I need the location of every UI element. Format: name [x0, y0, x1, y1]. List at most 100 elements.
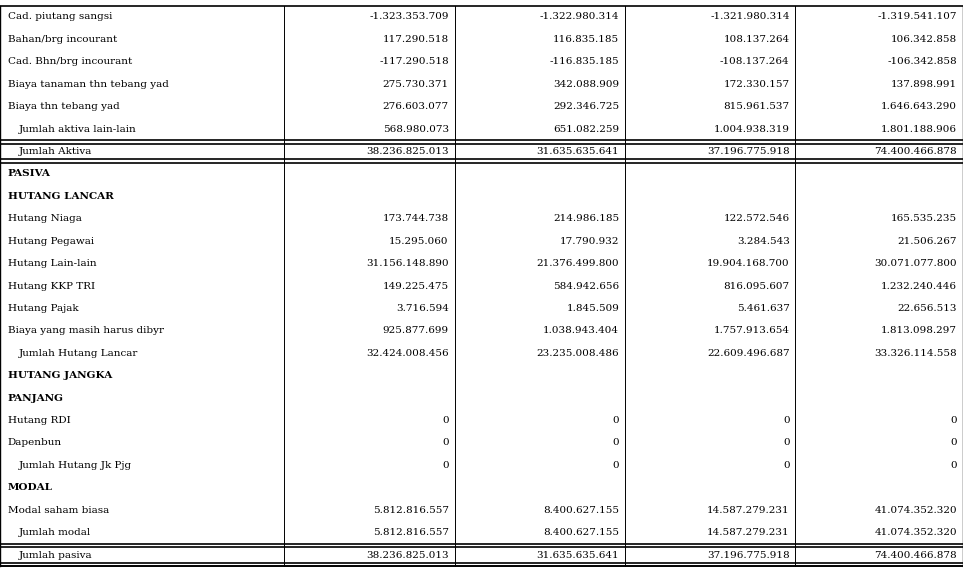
Text: Hutang RDI: Hutang RDI [8, 416, 70, 425]
Text: 275.730.371: 275.730.371 [382, 80, 449, 89]
Text: PANJANG: PANJANG [8, 394, 64, 403]
Text: 31.635.635.641: 31.635.635.641 [536, 551, 619, 559]
Text: 0: 0 [442, 461, 449, 470]
Text: 568.980.073: 568.980.073 [382, 125, 449, 133]
Text: 8.400.627.155: 8.400.627.155 [543, 506, 619, 515]
Text: 0: 0 [950, 461, 957, 470]
Text: 74.400.466.878: 74.400.466.878 [874, 147, 957, 156]
Text: 38.236.825.013: 38.236.825.013 [366, 551, 449, 559]
Text: Modal saham biasa: Modal saham biasa [8, 506, 109, 515]
Text: 1.646.643.290: 1.646.643.290 [881, 102, 957, 111]
Text: 3.716.594: 3.716.594 [396, 304, 449, 313]
Text: 0: 0 [783, 416, 790, 425]
Text: 5.812.816.557: 5.812.816.557 [373, 528, 449, 537]
Text: 173.744.738: 173.744.738 [382, 214, 449, 223]
Text: 0: 0 [612, 461, 619, 470]
Text: 41.074.352.320: 41.074.352.320 [874, 506, 957, 515]
Text: Jumlah aktiva lain-lain: Jumlah aktiva lain-lain [19, 125, 137, 133]
Text: Hutang Niaga: Hutang Niaga [8, 214, 82, 223]
Text: Jumlah modal: Jumlah modal [19, 528, 91, 537]
Text: 15.295.060: 15.295.060 [389, 237, 449, 245]
Text: 122.572.546: 122.572.546 [723, 214, 790, 223]
Text: Biaya yang masih harus dibyr: Biaya yang masih harus dibyr [8, 327, 164, 335]
Text: 116.835.185: 116.835.185 [553, 35, 619, 44]
Text: Hutang Lain-lain: Hutang Lain-lain [8, 259, 96, 268]
Text: 108.137.264: 108.137.264 [723, 35, 790, 44]
Text: 1.845.509: 1.845.509 [566, 304, 619, 313]
Text: 41.074.352.320: 41.074.352.320 [874, 528, 957, 537]
Text: -1.322.980.314: -1.322.980.314 [539, 13, 619, 21]
Text: 0: 0 [783, 461, 790, 470]
Text: 137.898.991: 137.898.991 [891, 80, 957, 89]
Text: 30.071.077.800: 30.071.077.800 [874, 259, 957, 268]
Text: 584.942.656: 584.942.656 [553, 281, 619, 291]
Text: 1.038.943.404: 1.038.943.404 [543, 327, 619, 335]
Text: -1.319.541.107: -1.319.541.107 [877, 13, 957, 21]
Text: HUTANG JANGKA: HUTANG JANGKA [8, 371, 112, 380]
Text: 21.376.499.800: 21.376.499.800 [536, 259, 619, 268]
Text: 172.330.157: 172.330.157 [723, 80, 790, 89]
Text: Bahan/brg incourant: Bahan/brg incourant [8, 35, 117, 44]
Text: -108.137.264: -108.137.264 [720, 57, 790, 66]
Text: 23.235.008.486: 23.235.008.486 [536, 349, 619, 358]
Text: Cad. piutang sangsi: Cad. piutang sangsi [8, 13, 112, 21]
Text: 8.400.627.155: 8.400.627.155 [543, 528, 619, 537]
Text: 0: 0 [612, 439, 619, 447]
Text: 31.156.148.890: 31.156.148.890 [366, 259, 449, 268]
Text: 14.587.279.231: 14.587.279.231 [707, 528, 790, 537]
Text: 5.812.816.557: 5.812.816.557 [373, 506, 449, 515]
Text: Hutang KKP TRI: Hutang KKP TRI [8, 281, 94, 291]
Text: Hutang Pajak: Hutang Pajak [8, 304, 78, 313]
Text: 37.196.775.918: 37.196.775.918 [707, 551, 790, 559]
Text: 22.609.496.687: 22.609.496.687 [707, 349, 790, 358]
Text: 14.587.279.231: 14.587.279.231 [707, 506, 790, 515]
Text: -116.835.185: -116.835.185 [550, 57, 619, 66]
Text: 0: 0 [612, 416, 619, 425]
Text: 0: 0 [950, 416, 957, 425]
Text: Jumlah pasiva: Jumlah pasiva [19, 551, 92, 559]
Text: 21.506.267: 21.506.267 [898, 237, 957, 245]
Text: 17.790.932: 17.790.932 [560, 237, 619, 245]
Text: 1.004.938.319: 1.004.938.319 [714, 125, 790, 133]
Text: 815.961.537: 815.961.537 [723, 102, 790, 111]
Text: 5.461.637: 5.461.637 [737, 304, 790, 313]
Text: 651.082.259: 651.082.259 [553, 125, 619, 133]
Text: Hutang Pegawai: Hutang Pegawai [8, 237, 93, 245]
Text: 32.424.008.456: 32.424.008.456 [366, 349, 449, 358]
Text: -1.321.980.314: -1.321.980.314 [710, 13, 790, 21]
Text: 0: 0 [442, 439, 449, 447]
Text: Jumlah Hutang Jk Pjg: Jumlah Hutang Jk Pjg [19, 461, 132, 470]
Text: PASIVA: PASIVA [8, 169, 51, 178]
Text: -106.342.858: -106.342.858 [888, 57, 957, 66]
Text: 1.801.188.906: 1.801.188.906 [881, 125, 957, 133]
Text: 31.635.635.641: 31.635.635.641 [536, 147, 619, 156]
Text: -1.323.353.709: -1.323.353.709 [369, 13, 449, 21]
Text: Biaya tanaman thn tebang yad: Biaya tanaman thn tebang yad [8, 80, 169, 89]
Text: 0: 0 [783, 439, 790, 447]
Text: 117.290.518: 117.290.518 [382, 35, 449, 44]
Text: 165.535.235: 165.535.235 [891, 214, 957, 223]
Text: Jumlah Hutang Lancar: Jumlah Hutang Lancar [19, 349, 139, 358]
Text: 106.342.858: 106.342.858 [891, 35, 957, 44]
Text: -117.290.518: -117.290.518 [379, 57, 449, 66]
Text: Jumlah Aktiva: Jumlah Aktiva [19, 147, 92, 156]
Text: 149.225.475: 149.225.475 [382, 281, 449, 291]
Text: 1.232.240.446: 1.232.240.446 [881, 281, 957, 291]
Text: 19.904.168.700: 19.904.168.700 [707, 259, 790, 268]
Text: 1.757.913.654: 1.757.913.654 [714, 327, 790, 335]
Text: 0: 0 [950, 439, 957, 447]
Text: MODAL: MODAL [8, 483, 53, 492]
Text: 276.603.077: 276.603.077 [382, 102, 449, 111]
Text: HUTANG LANCAR: HUTANG LANCAR [8, 192, 114, 201]
Text: 292.346.725: 292.346.725 [553, 102, 619, 111]
Text: 1.813.098.297: 1.813.098.297 [881, 327, 957, 335]
Text: Biaya thn tebang yad: Biaya thn tebang yad [8, 102, 119, 111]
Text: 38.236.825.013: 38.236.825.013 [366, 147, 449, 156]
Text: 925.877.699: 925.877.699 [382, 327, 449, 335]
Text: 0: 0 [442, 416, 449, 425]
Text: 342.088.909: 342.088.909 [553, 80, 619, 89]
Text: 3.284.543: 3.284.543 [737, 237, 790, 245]
Text: Cad. Bhn/brg incourant: Cad. Bhn/brg incourant [8, 57, 132, 66]
Text: Dapenbun: Dapenbun [8, 439, 62, 447]
Text: 37.196.775.918: 37.196.775.918 [707, 147, 790, 156]
